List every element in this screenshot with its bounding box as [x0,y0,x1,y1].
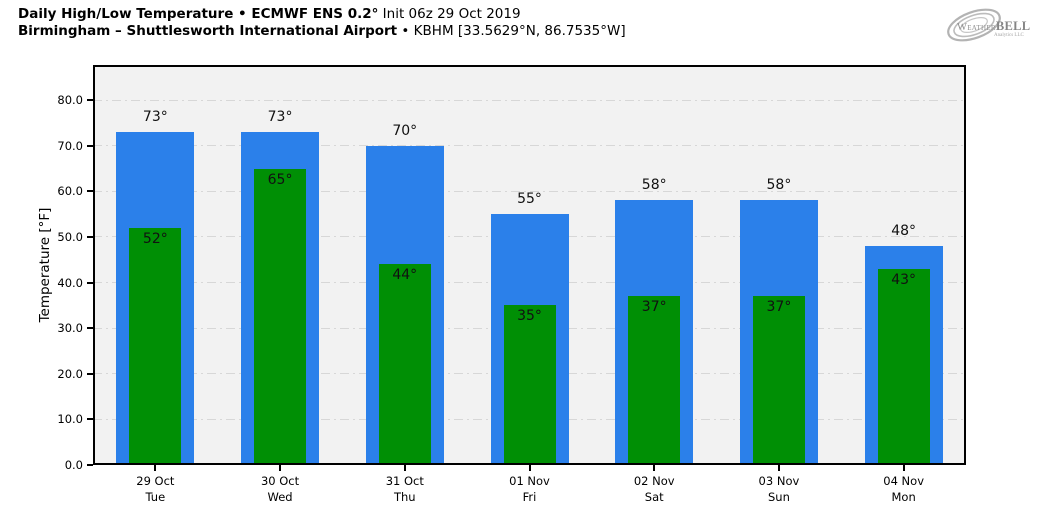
low-value-label: 37° [641,299,667,316]
y-tick-label: 10.0 [57,412,83,427]
x-tick [528,465,531,471]
x-tick-label: 29 Oct Tue [136,474,174,505]
low-bar [129,227,182,465]
x-tick [279,465,282,471]
x-tick-label: 01 Nov Fri [509,474,550,505]
x-tick-day: Fri [522,489,537,504]
x-tick-date: 29 Oct [136,474,175,488]
y-tick [87,190,93,193]
x-tick-day: Sat [644,489,664,504]
y-tick [87,281,93,284]
high-value-label: 73° [142,109,168,126]
logo-weather: Weather [957,22,996,33]
y-tick-label: 40.0 [57,275,83,290]
low-bar [752,296,805,465]
chart-subtitle: Birmingham – Shuttlesworth International… [18,23,626,40]
low-value-label: 44° [392,267,418,284]
logo-bell: BELL [995,19,1031,33]
plot-area: 0.0 10.0 20.0 30.0 40.0 50.0 60.0 70.0 80.0 73° 52… [57,65,966,504]
low-bar [378,264,431,465]
x-tick-label: 31 Oct Thu [386,474,424,505]
x-tick-date: 03 Nov [758,474,800,488]
x-tick-date: 30 Oct [260,474,300,488]
x-tick-day: Thu [393,489,416,504]
y-tick [87,372,93,375]
gridline [93,145,966,147]
low-bar [877,268,930,465]
chart-header: Daily High/Low Temperature • ECMWF ENS 0… [18,6,626,39]
x-tick [777,465,780,471]
low-value-label: 37° [766,299,792,316]
x-tick-day: Wed [267,489,293,504]
y-tick [87,418,93,421]
y-tick-label: 60.0 [57,184,83,199]
chart-title-init: Init 06z 29 Oct 2019 [378,6,521,22]
low-bar [628,296,681,465]
high-value-label: 48° [891,223,917,240]
logo-swirl-icon [947,8,1001,42]
x-tick-day: Sun [767,489,790,504]
low-value-label: 52° [142,230,168,247]
y-tick-label: 0.0 [64,458,83,472]
x-tick-day: Tue [145,489,166,504]
x-tick-label: 03 Nov Sun [759,474,800,505]
x-tick-label: 02 Nov Sat [634,474,675,505]
high-value-label: 58° [766,177,792,194]
y-tick [87,464,93,466]
chart-title-bold: Daily High/Low Temperature • ECMWF ENS 0… [18,6,379,22]
x-tick [653,465,656,471]
y-tick [87,327,93,330]
high-value-label: 58° [641,177,667,194]
logo-subtext: Analytics LLC [994,33,1024,38]
y-tick [87,144,93,147]
y-tick-label: 30.0 [57,321,83,336]
logo-wordmark: WeatherBELL [957,19,1030,34]
y-tick-label: 70.0 [57,138,83,153]
low-value-label: 35° [517,308,542,325]
low-value-label: 43° [891,271,917,288]
high-value-label: 73° [267,109,293,126]
x-tick-day: Mon [891,489,916,504]
gridline [93,190,966,192]
x-tick [154,465,157,471]
y-axis-label: Temperature [°F] [37,207,53,323]
x-tick-label: 30 Oct Wed [261,474,299,505]
x-tick [902,465,905,471]
y-tick [87,99,93,102]
x-tick-date: 02 Nov [633,474,675,488]
y-tick-label: 80.0 [57,93,83,108]
x-tick-label: 04 Nov Mon [883,474,924,505]
x-tick-date: 01 Nov [509,474,550,488]
x-tick-date: 31 Oct [385,474,424,488]
weatherbell-logo: WeatherBELL Analytics LLC [944,2,1036,48]
chart-subtitle-station: • KBHM [33.5629°N, 86.7535°W] [397,22,626,39]
y-tick [87,235,93,238]
high-value-label: 55° [517,191,542,208]
chart-subtitle-bold: Birmingham – Shuttlesworth International… [18,22,398,39]
low-bar [254,168,307,465]
chart-title: Daily High/Low Temperature • ECMWF ENS 0… [18,6,626,23]
gridline [93,99,966,101]
y-tick-label: 50.0 [57,229,83,244]
low-value-label: 65° [267,171,293,188]
x-tick [403,465,406,471]
x-tick-date: 04 Nov [883,474,925,488]
high-value-label: 70° [392,122,418,139]
low-bar [503,305,556,465]
y-tick-label: 20.0 [57,366,83,381]
